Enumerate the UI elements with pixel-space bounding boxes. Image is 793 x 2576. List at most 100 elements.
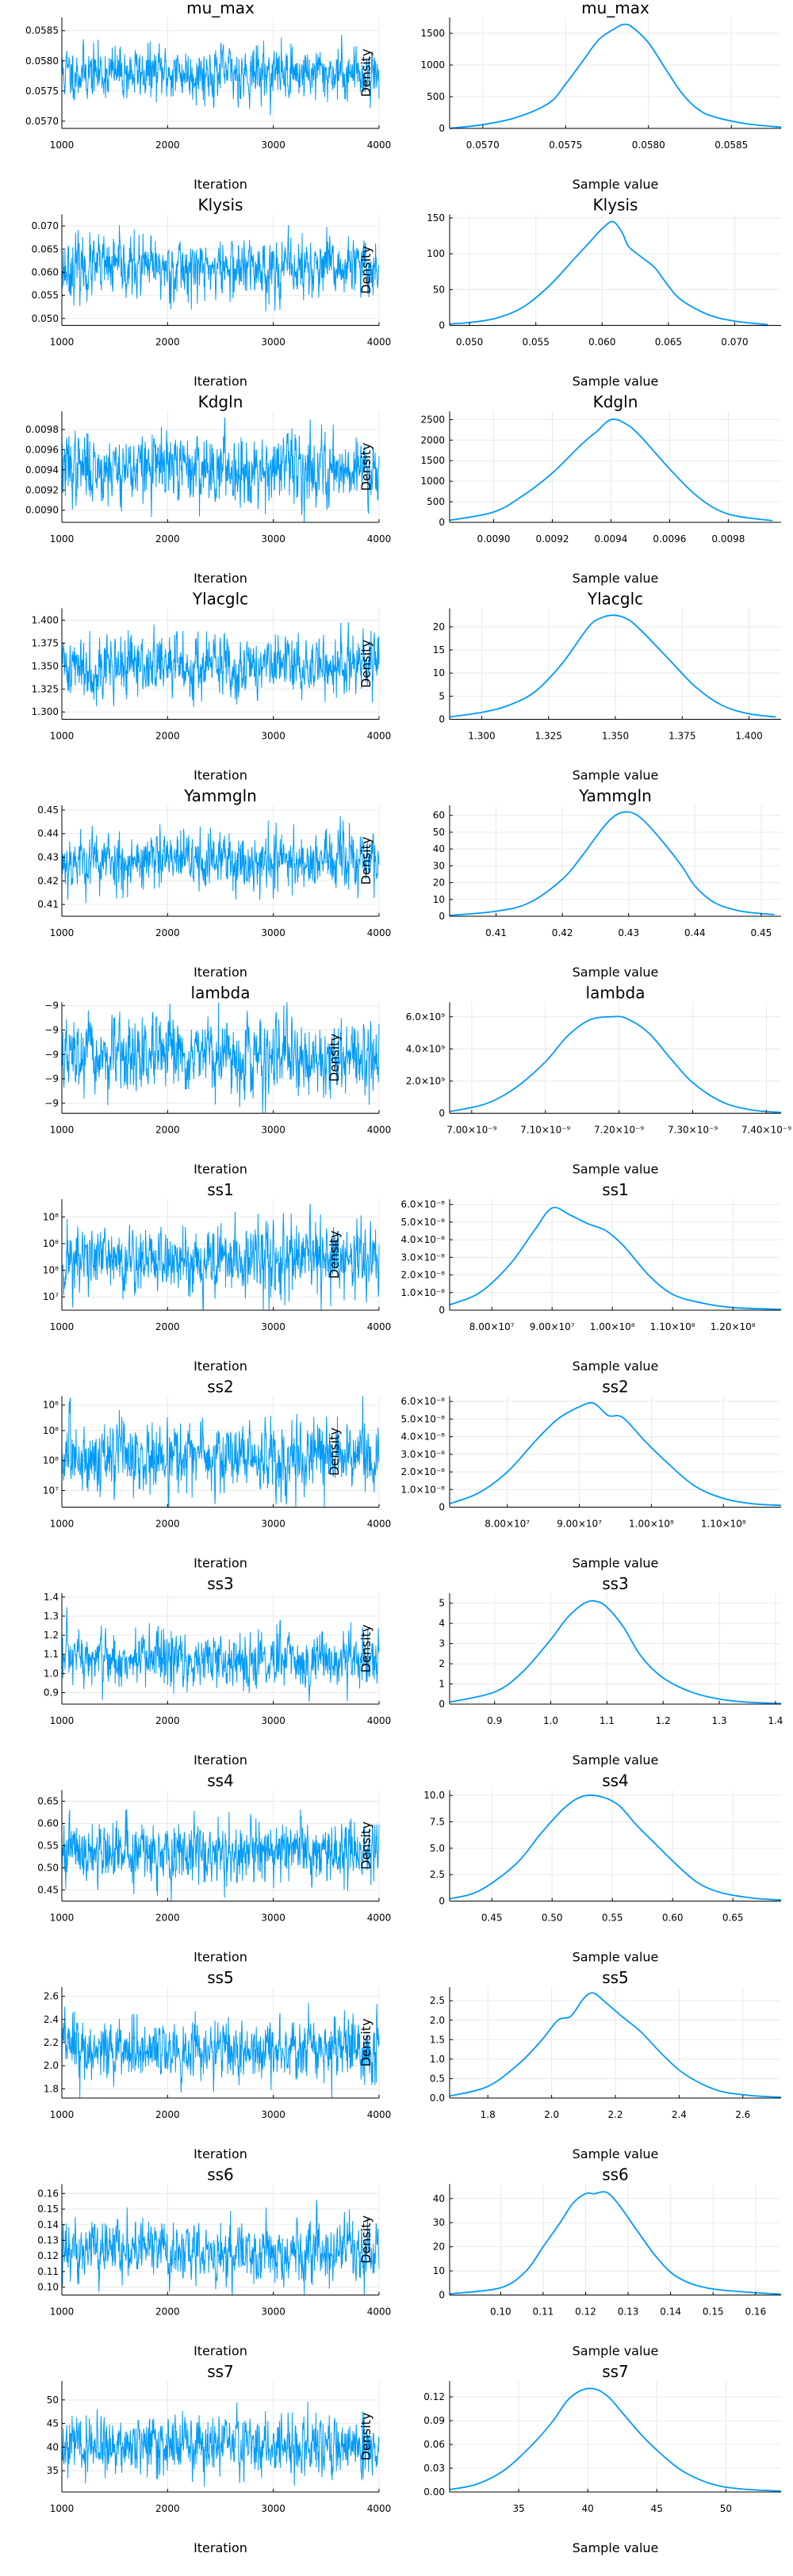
density-plot-mu_max: mu_max 0.0570 0.0575 0.0580 0.0585 0 500 1000 15…: [358, 0, 782, 192]
trace-title: Klysis: [198, 196, 243, 215]
density-x-tick-label: 0.0570: [466, 140, 500, 151]
density-plot-ss5: ss5 1.8 2.0 2.2 2.4 2.6 0.0 0.5 1.0 1.5 2.0 2.5 Samp…: [358, 1968, 782, 2161]
trace-x-tick-label: 2000: [155, 731, 180, 742]
trace-x-tick-label: 4000: [367, 1715, 392, 1726]
density-curve: [449, 811, 775, 916]
trace-x-label: Iteration: [193, 374, 247, 389]
trace-y-tick-label: 0.060: [32, 266, 59, 277]
density-y-tick-label: 1.0×10⁻⁸: [400, 1287, 445, 1298]
trace-x-tick-label: 3000: [261, 1715, 285, 1726]
density-x-label: Sample value: [573, 1556, 659, 1571]
density-x-tick-label: 0.060: [588, 337, 615, 348]
trace-y-tick-label: 2.6: [44, 1991, 59, 2002]
trace-series: [61, 816, 380, 904]
density-x-tick-label: 9.00×10⁷: [557, 1519, 602, 1530]
trace-x-tick-label: 4000: [367, 2503, 392, 2514]
trace-title: ss1: [207, 1180, 234, 1199]
trace-title: mu_max: [186, 0, 255, 17]
density-y-tick-label: 20: [433, 877, 445, 889]
density-title: ss4: [602, 1771, 629, 1791]
density-title: Yammgln: [578, 786, 652, 805]
density-x-tick-label: 8.00×10⁷: [485, 1519, 530, 1530]
density-x-tick-label: 0.55: [602, 1913, 623, 1924]
trace-x-tick-label: 3000: [261, 140, 285, 151]
density-x-tick-label: 0.16: [745, 2307, 766, 2318]
chain-panel-ss3: ss3 1000 2000 3000 4000 0.9 1.0 1.1 1.2 1.3 1.4 Ite…: [44, 1574, 783, 1768]
density-curve: [449, 1015, 782, 1114]
density-y-tick-label: 60: [433, 810, 445, 821]
trace-y-tick-label: 10⁸: [43, 1455, 59, 1466]
trace-series: [61, 34, 380, 116]
trace-x-label: Iteration: [193, 571, 247, 586]
density-x-tick-label: 0.14: [660, 2307, 681, 2318]
density-y-tick-label: 1.0×10⁻⁸: [400, 1484, 445, 1495]
density-x-label: Sample value: [573, 2146, 659, 2161]
density-y-label: Density: [358, 1625, 374, 1673]
density-y-tick-label: 0.03: [423, 2463, 445, 2474]
density-x-label: Sample value: [573, 177, 659, 192]
chain-panel-Ylacglc: Ylacglc 1000 2000 3000 4000 1.300 1.325 1.350 1.…: [32, 590, 781, 783]
density-y-tick-label: 15: [433, 644, 445, 655]
trace-title: ss4: [207, 1771, 234, 1791]
density-y-tick-label: 2.0×10⁹: [406, 1076, 445, 1087]
trace-y-tick-label: 0.0098: [25, 424, 59, 435]
density-y-label: Density: [358, 2019, 374, 2067]
trace-x-tick-label: 3000: [261, 1125, 285, 1136]
density-x-tick-label: 0.45: [481, 1913, 503, 1924]
density-x-tick-label: 0.070: [721, 337, 748, 348]
trace-y-tick-label: 1.350: [32, 660, 59, 671]
trace-x-tick-label: 4000: [367, 731, 392, 742]
trace-x-tick-label: 2000: [155, 1913, 180, 1924]
density-x-tick-label: 0.44: [684, 927, 706, 938]
density-y-tick-label: 0: [439, 517, 445, 528]
density-y-tick-label: 0.06: [423, 2439, 445, 2450]
density-x-tick-label: 1.10×10⁸: [701, 1519, 746, 1530]
density-y-tick-label: 1.5: [430, 2034, 445, 2045]
trace-x-tick-label: 4000: [367, 927, 392, 938]
density-x-tick-label: 0.50: [542, 1913, 563, 1924]
density-x-label: Sample value: [573, 2540, 659, 2555]
trace-y-tick-label: 0.45: [37, 1885, 59, 1896]
density-title: Kdgln: [593, 392, 638, 411]
trace-title: Ylacglc: [192, 590, 248, 609]
density-title: mu_max: [581, 0, 649, 17]
trace-y-tick-label: 45: [47, 2418, 59, 2429]
trace-y-tick-label: 0.50: [37, 1863, 59, 1874]
trace-x-label: Iteration: [193, 768, 247, 783]
trace-y-tick-label: 0.12: [37, 2250, 59, 2261]
density-curve: [449, 419, 773, 522]
density-title: ss2: [602, 1378, 629, 1397]
density-y-tick-label: 2.0×10⁻⁸: [400, 1270, 445, 1281]
trace-x-tick-label: 2000: [155, 1125, 180, 1136]
density-x-tick-label: 0.0098: [711, 533, 745, 545]
density-x-tick-label: 35: [512, 2503, 524, 2514]
trace-x-label: Iteration: [193, 1162, 247, 1177]
trace-y-tick-label: 0.45: [37, 805, 59, 816]
density-curve: [449, 220, 768, 326]
density-plot-lambda: lambda 7.00×10⁻⁹ 7.10×10⁻⁹ 7.20×10⁻⁹ 7.30×10…: [327, 984, 791, 1177]
density-x-tick-label: 1.00×10⁸: [590, 1321, 635, 1332]
trace-x-label: Iteration: [193, 965, 247, 980]
trace-y-tick-label: 0.65: [37, 1796, 59, 1807]
density-y-tick-label: 10: [433, 2265, 445, 2276]
chain-panel-ss6: ss6 1000 2000 3000 4000 0.10 0.11 0.12 0.13 0.14 0…: [37, 2165, 782, 2359]
density-y-tick-label: 30: [433, 860, 445, 871]
trace-title: ss7: [207, 2362, 234, 2381]
trace-x-tick-label: 3000: [261, 2503, 285, 2514]
trace-plot-lambda: lambda 1000 2000 3000 4000 −9 −9 −9 −9 −9 Iteratio…: [44, 984, 391, 1177]
trace-plot-ss6: ss6 1000 2000 3000 4000 0.10 0.11 0.12 0.13 0.14 0…: [37, 2165, 391, 2359]
density-y-tick-label: 6.0×10⁹: [406, 1011, 445, 1022]
trace-plot-ss3: ss3 1000 2000 3000 4000 0.9 1.0 1.1 1.2 1.3 1.4 Ite…: [44, 1574, 391, 1768]
density-x-label: Sample value: [573, 1162, 659, 1177]
trace-y-tick-label: 1.3: [44, 1611, 59, 1622]
density-x-label: Sample value: [573, 374, 659, 389]
density-x-tick-label: 0.43: [618, 927, 639, 938]
trace-x-tick-label: 1000: [50, 1519, 75, 1530]
trace-x-tick-label: 2000: [155, 2109, 180, 2120]
trace-x-tick-label: 4000: [367, 140, 392, 151]
trace-x-tick-label: 1000: [50, 1321, 75, 1332]
trace-plot-ss5: ss5 1000 2000 3000 4000 1.8 2.0 2.2 2.4 2.6 Iterat…: [44, 1968, 391, 2161]
trace-x-tick-label: 3000: [261, 1321, 285, 1332]
density-y-tick-label: 0: [439, 1896, 445, 1907]
density-x-tick-label: 1.3: [712, 1715, 727, 1726]
